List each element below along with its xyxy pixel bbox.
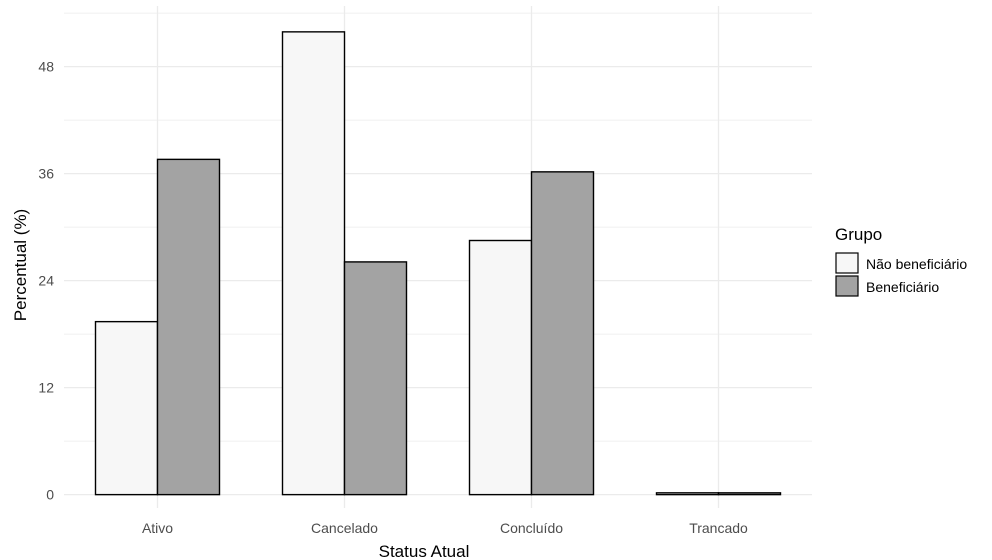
legend-label-beneficiario: Beneficiário xyxy=(866,279,939,295)
x-tick-label: Cancelado xyxy=(311,520,378,536)
legend-label-nao-beneficiario: Não beneficiário xyxy=(866,256,967,272)
y-tick-label: 48 xyxy=(38,59,54,75)
bar-trancado-beneficiario xyxy=(717,492,782,496)
legend-title: Grupo xyxy=(835,225,882,244)
bar-concluido-beneficiario xyxy=(530,171,595,496)
y-tick-label: 0 xyxy=(46,487,54,503)
y-tick-label: 24 xyxy=(38,273,54,289)
y-tick-label: 36 xyxy=(38,166,54,182)
bar-concluido-nao-beneficiario xyxy=(468,239,533,496)
bar-trancado-nao-beneficiario xyxy=(655,492,720,496)
y-axis-ticks: 0 12 24 36 48 xyxy=(38,59,54,503)
bar-cancelado-beneficiario xyxy=(343,261,408,496)
x-axis-title: Status Atual xyxy=(379,542,470,560)
legend-key-beneficiario xyxy=(835,275,859,297)
x-tick-label: Trancado xyxy=(689,520,748,536)
bar-ativo-beneficiario xyxy=(156,158,221,496)
legend: Grupo Não beneficiário Beneficiário xyxy=(835,225,967,297)
bar-ativo-nao-beneficiario xyxy=(94,320,159,496)
x-tick-label: Concluído xyxy=(500,520,563,536)
y-tick-label: 12 xyxy=(38,380,54,396)
bars xyxy=(94,31,782,496)
y-axis-title: Percentual (%) xyxy=(11,209,30,321)
legend-key-nao-beneficiario xyxy=(835,252,859,274)
x-tick-label: Ativo xyxy=(142,520,173,536)
bar-cancelado-nao-beneficiario xyxy=(281,31,346,496)
x-axis-ticks: Ativo Cancelado Concluído Trancado xyxy=(142,520,748,536)
